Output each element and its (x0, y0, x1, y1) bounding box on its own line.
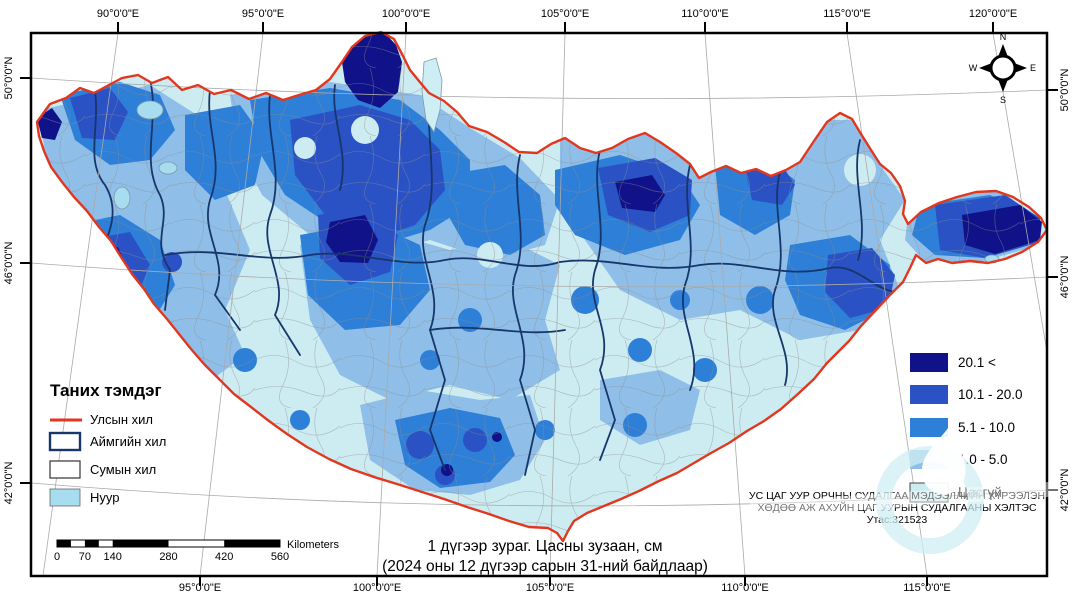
compass-n-label: N (1000, 32, 1007, 42)
graticule (31, 33, 1047, 576)
scalebar-segments (57, 540, 280, 547)
lon-label: 120°0'0"E (969, 8, 1017, 20)
compass-arrows (979, 44, 1027, 92)
national-border (35, 30, 1049, 543)
lon-label: 105°0'0"E (526, 582, 574, 594)
watermark-swoosh (749, 481, 1061, 518)
legend-item-label: Нуур (90, 490, 119, 505)
lon-label: 90°0'0"E (97, 8, 139, 20)
watermark-drop (921, 428, 966, 495)
lat-label: 42°0'0"N (1059, 469, 1071, 512)
lake-kharus (113, 186, 131, 210)
compass-s-label: S (1000, 95, 1006, 105)
compass-w-label: W (969, 63, 978, 73)
lat-label: 46°0'0"N (1059, 256, 1071, 299)
lon-label: 95°0'0"E (242, 8, 284, 20)
class-swatch (910, 418, 948, 437)
scalebar-unit: Kilometers (287, 539, 339, 551)
lon-label: 110°0'0"E (721, 582, 769, 594)
scalebar-tick: 0 (54, 551, 60, 563)
lake-swatch (49, 488, 81, 507)
lat-label: 50°0'0"N (3, 57, 15, 100)
lake-khyargas (158, 161, 178, 175)
soum-border-swatch (49, 460, 81, 479)
compass-circle (989, 54, 1017, 82)
class-swatch (910, 385, 948, 404)
legend-item-label: Улсын хил (90, 412, 153, 427)
lat-label: 50°0'0"N (1059, 69, 1071, 112)
lat-label: 42°0'0"N (3, 462, 15, 505)
lon-label: 110°0'0"E (681, 8, 729, 20)
lon-label: 100°0'0"E (353, 582, 401, 594)
scale-bar: 0 70 140 280 420 560 Kilometers (54, 539, 340, 563)
scalebar-tick: 560 (271, 551, 289, 563)
class-label: 20.1 < (958, 355, 996, 370)
class-label: 10.1 - 20.0 (958, 387, 1023, 402)
scalebar-tick: 70 (79, 551, 91, 563)
caption-line2: (2024 оны 12 дүгээр сарын 31-ний байдлаа… (382, 558, 708, 575)
scalebar-tick: 280 (159, 551, 177, 563)
caption-line1: 1 дүгээр зураг. Цасны зузаан, см (427, 538, 662, 555)
axis-labels: 90°0'0"E 95°0'0"E 100°0'0"E 105°0'0"E 11… (3, 8, 1071, 594)
lat-label: 46°0'0"N (3, 242, 15, 285)
class-label: 1.0 - 5.0 (958, 452, 1008, 467)
scalebar-tick: 140 (104, 551, 122, 563)
lon-label: 115°0'0"E (903, 582, 951, 594)
map-frame (29, 31, 1049, 578)
compass-rose: N E S W (969, 32, 1036, 105)
axis-ticks (20, 22, 1058, 586)
lon-label: 95°0'0"E (179, 582, 221, 594)
figure-caption: 1 дүгээр зураг. Цасны зузаан, см (2024 о… (382, 538, 708, 575)
lon-label: 105°0'0"E (541, 8, 589, 20)
lon-label: 115°0'0"E (823, 8, 871, 20)
class-label: 5.1 - 10.0 (958, 420, 1015, 435)
watermark-logo (749, 428, 1061, 554)
scalebar-tick: 420 (215, 551, 233, 563)
lon-label: 100°0'0"E (382, 8, 430, 20)
lake-uvs (136, 100, 164, 120)
compass-e-label: E (1030, 63, 1036, 73)
legend-title: Таних тэмдэг (50, 381, 162, 400)
legend-item-label: Сумын хил (90, 462, 156, 477)
legend-item-label: Аймгийн хил (90, 434, 166, 449)
aimag-border-swatch (48, 431, 82, 452)
class-swatch (910, 353, 948, 372)
legend-symbols: Таних тэмдэг Улсын хил Аймгийн хил Сумын… (48, 381, 166, 507)
